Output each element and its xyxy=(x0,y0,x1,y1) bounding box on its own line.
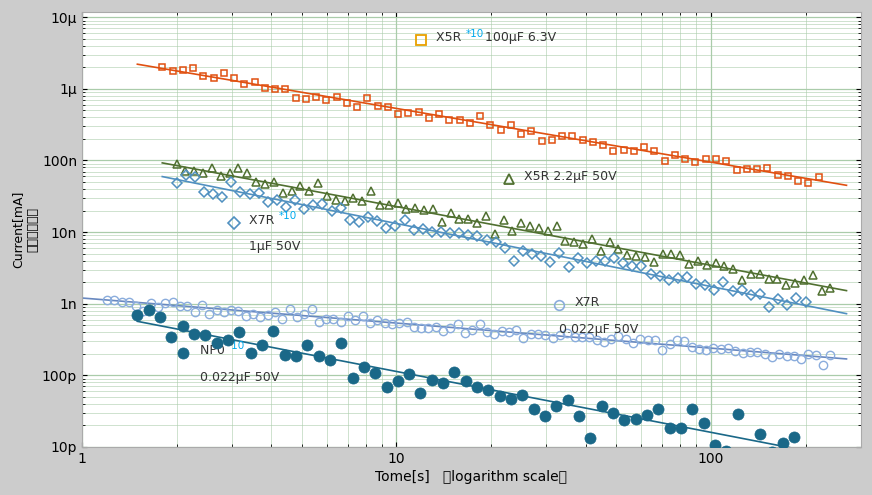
Text: 0.022μF 50V: 0.022μF 50V xyxy=(559,323,638,336)
Text: 1μF 50V: 1μF 50V xyxy=(249,240,301,253)
Text: X5R: X5R xyxy=(436,31,466,44)
Text: 0.022μF 50V: 0.022μF 50V xyxy=(201,371,280,384)
Text: X7R: X7R xyxy=(249,214,279,227)
X-axis label: Tome[s]   （logarithm scale）: Tome[s] （logarithm scale） xyxy=(376,470,568,484)
Text: *10: *10 xyxy=(278,210,296,221)
Text: *10: *10 xyxy=(466,29,484,39)
Text: X5R 2.2μF 50V: X5R 2.2μF 50V xyxy=(524,170,617,183)
Text: 100μF 6.3V: 100μF 6.3V xyxy=(480,31,556,44)
Text: *10: *10 xyxy=(227,341,245,351)
Text: NP0: NP0 xyxy=(201,344,229,357)
Text: X7R: X7R xyxy=(575,297,600,309)
Y-axis label: Current[mA]
（対数目盛）: Current[mA] （対数目盛） xyxy=(11,191,39,268)
